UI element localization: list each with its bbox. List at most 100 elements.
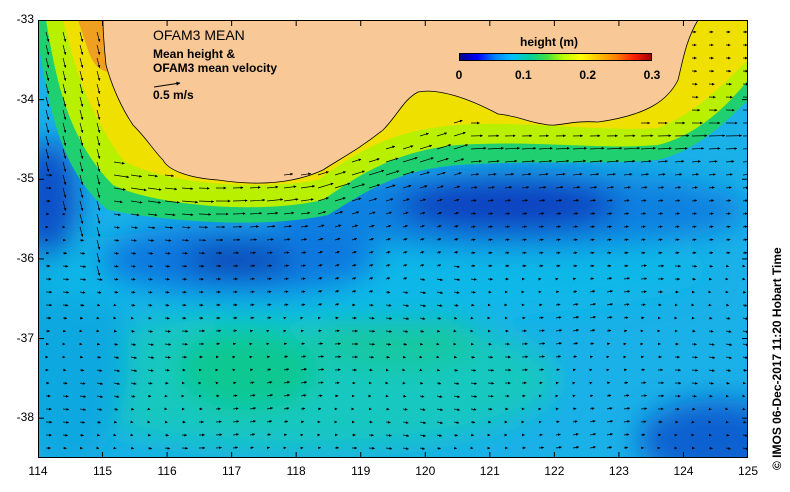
velocity-arrow xyxy=(147,174,158,178)
velocity-arrow xyxy=(113,226,120,229)
velocity-arrow xyxy=(283,420,289,424)
velocity-arrow xyxy=(79,57,84,68)
velocity-arrow xyxy=(742,303,748,307)
velocity-arrow xyxy=(538,368,544,372)
velocity-arrow xyxy=(147,369,154,372)
velocity-arrow xyxy=(300,238,308,241)
velocity-arrow xyxy=(504,212,511,216)
velocity-arrow xyxy=(436,278,443,282)
velocity-arrow xyxy=(555,238,561,242)
velocity-arrow xyxy=(589,445,596,449)
velocity-arrow xyxy=(130,213,140,217)
velocity-arrow xyxy=(130,329,135,333)
velocity-arrow xyxy=(742,420,747,424)
velocity-arrow xyxy=(147,290,153,294)
velocity-arrow xyxy=(436,434,443,437)
velocity-arrow xyxy=(385,211,393,215)
velocity-arrow xyxy=(62,394,69,398)
velocity-arrow xyxy=(334,197,346,202)
velocity-arrow xyxy=(96,96,101,107)
velocity-arrow xyxy=(113,213,121,217)
velocity-arrow xyxy=(606,419,614,423)
velocity-arrow xyxy=(283,290,289,294)
velocity-arrow xyxy=(453,251,459,254)
map-subtitle-line1: Mean height & xyxy=(153,47,236,61)
velocity-arrow xyxy=(351,237,358,241)
velocity-arrow xyxy=(232,394,238,398)
lon-tick-label: 119 xyxy=(351,464,371,478)
velocity-arrow xyxy=(62,420,69,424)
velocity-arrow xyxy=(283,251,290,255)
velocity-arrow xyxy=(368,169,385,176)
velocity-arrow xyxy=(725,330,732,333)
velocity-arrow xyxy=(555,355,562,359)
velocity-arrow xyxy=(45,148,50,159)
velocity-arrow xyxy=(164,200,180,204)
velocity-arrow xyxy=(249,198,266,202)
velocity-arrow xyxy=(606,433,613,436)
velocity-arrow xyxy=(640,159,652,163)
velocity-arrow xyxy=(113,238,120,242)
velocity-arrow xyxy=(181,238,189,242)
velocity-arrow xyxy=(62,187,67,198)
velocity-arrow xyxy=(62,161,67,172)
velocity-arrow xyxy=(521,185,530,189)
velocity-arrow xyxy=(96,369,103,372)
map-title: OFAM3 MEAN xyxy=(153,27,245,43)
velocity-arrow xyxy=(589,199,596,202)
map-frame xyxy=(38,20,748,458)
velocity-arrow xyxy=(164,239,172,242)
velocity-arrow xyxy=(521,146,537,150)
velocity-arrow xyxy=(62,200,67,211)
velocity-arrow xyxy=(725,316,731,320)
velocity-arrow xyxy=(487,238,493,242)
velocity-arrow xyxy=(606,238,612,242)
velocity-arrow xyxy=(436,381,442,385)
velocity-arrow xyxy=(470,355,475,359)
velocity-arrow xyxy=(504,172,515,176)
velocity-arrow xyxy=(317,368,325,371)
velocity-arrow xyxy=(351,183,365,189)
velocity-arrow xyxy=(742,225,748,229)
velocity-arrow xyxy=(606,199,613,202)
velocity-arrow xyxy=(96,161,101,172)
velocity-arrow xyxy=(555,185,564,189)
velocity-arrow xyxy=(402,317,410,320)
velocity-arrow xyxy=(572,328,580,332)
velocity-arrow xyxy=(232,329,238,333)
velocity-arrow xyxy=(96,174,101,185)
velocity-arrow xyxy=(470,146,487,150)
velocity-arrow xyxy=(198,213,212,216)
velocity-arrow xyxy=(725,381,730,385)
velocity-arrow xyxy=(249,420,256,423)
velocity-arrow xyxy=(96,420,102,424)
velocity-arrow xyxy=(589,290,596,293)
velocity-arrow xyxy=(708,238,714,242)
velocity-arrow xyxy=(623,277,630,280)
velocity-arrow xyxy=(96,213,101,224)
velocity-arrow xyxy=(300,303,306,307)
velocity-arrow xyxy=(691,212,697,216)
velocity-arrow xyxy=(640,407,648,411)
velocity-arrow xyxy=(504,186,513,189)
velocity-arrow xyxy=(742,381,746,385)
velocity-arrow xyxy=(589,394,594,398)
velocity-arrow xyxy=(181,187,194,191)
velocity-arrow xyxy=(691,225,697,229)
velocity-arrow xyxy=(487,146,504,150)
velocity-arrow xyxy=(555,342,562,345)
velocity-arrow xyxy=(113,395,120,398)
velocity-arrow xyxy=(96,239,101,250)
velocity-arrow xyxy=(589,329,596,332)
velocity-arrow xyxy=(470,368,477,372)
velocity-arrow xyxy=(368,211,376,215)
velocity-arrow xyxy=(62,135,67,146)
velocity-arrow xyxy=(572,225,578,229)
velocity-arrow xyxy=(674,225,680,229)
velocity-arrow xyxy=(79,135,84,146)
velocity-arrow xyxy=(96,226,101,237)
velocity-arrow xyxy=(96,395,104,398)
velocity-arrow xyxy=(130,290,136,294)
velocity-arrow xyxy=(623,212,630,216)
velocity-arrow xyxy=(368,264,374,267)
